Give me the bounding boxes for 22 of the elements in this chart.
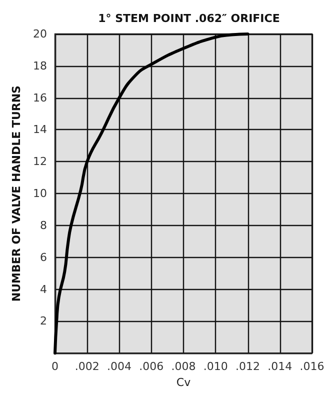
x-tick-label: .012 bbox=[236, 360, 260, 374]
y-tick-label: 2 bbox=[40, 314, 47, 328]
x-tick-label: .016 bbox=[300, 360, 324, 374]
x-tick-label: 0 bbox=[52, 360, 58, 374]
x-axis-title: Cv bbox=[176, 376, 192, 389]
y-tick-label: 18 bbox=[33, 59, 47, 72]
y-tick-label: 10 bbox=[33, 187, 47, 200]
x-tick-label: .002 bbox=[74, 360, 100, 374]
x-tick-label: .004 bbox=[107, 360, 132, 374]
y-tick-label: 12 bbox=[33, 155, 47, 168]
x-tick-label: .006 bbox=[139, 360, 164, 374]
y-axis-title: NUMBER OF VALVE HANDLE TURNS bbox=[10, 85, 24, 302]
chart-title: 1° STEM POINT .062″ ORIFICE bbox=[98, 12, 280, 25]
y-tick-label: 4 bbox=[40, 282, 47, 296]
x-tick-label: .008 bbox=[171, 360, 196, 374]
y-tick-label: 14 bbox=[33, 123, 47, 136]
y-tick-label: 8 bbox=[40, 218, 47, 232]
y-tick-label: 16 bbox=[33, 91, 47, 104]
y-tick-label: 6 bbox=[40, 250, 47, 264]
y-tick-label: 20 bbox=[33, 28, 47, 40]
x-tick-label: .014 bbox=[268, 360, 292, 374]
x-tick-label: .010 bbox=[203, 360, 228, 374]
